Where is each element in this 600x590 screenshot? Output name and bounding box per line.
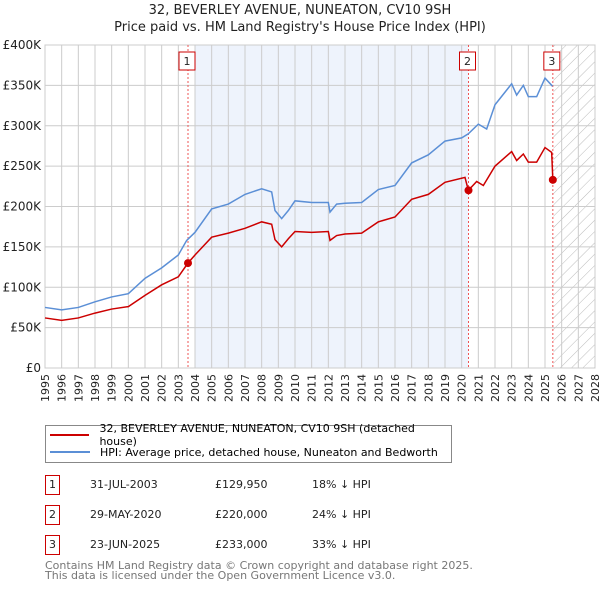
sale-point [184,259,192,268]
footer-licence: This data is licensed under the Open Gov… [45,569,396,582]
chart-subtitle: Price paid vs. HM Land Registry's House … [114,20,486,35]
sale-label-box [543,51,561,71]
x-tick-label: 2008 [256,374,269,402]
x-tick-label: 2025 [539,374,552,402]
x-tick-label: 2015 [372,374,385,402]
legend-label-property: 32, BEVERLEY AVENUE, NUNEATON, CV10 9SH … [99,422,415,448]
sale-date: 31-JUL-2003 [90,478,158,491]
y-tick-label: £50K [10,321,42,335]
x-tick-label: 2014 [356,374,369,402]
plot-border [44,44,596,369]
y-tick-label: £250K [3,159,43,173]
x-tick-label: 2006 [222,374,235,402]
x-tick-label: 2017 [406,374,419,402]
chart-title: 32, BEVERLEY AVENUE, NUNEATON, CV10 9SH [148,3,452,18]
y-tick-label: £300K [3,119,43,133]
x-tick-label: 2018 [422,374,435,402]
sale-date: 23-JUN-2025 [90,538,161,551]
x-tick-label: 2010 [289,374,302,402]
sale-number: 3 [45,535,60,555]
sale-point [464,186,473,195]
sale-row: 3 23-JUN-2025 £233,000 33% ↓ HPI [45,535,495,557]
sale-price: £220,000 [215,508,268,521]
x-tick-label: 2013 [339,374,352,402]
legend-swatch-hpi [50,451,90,453]
property-price-line [44,146,554,322]
x-tick-label: 2011 [306,374,319,402]
x-tick-label: 2022 [489,374,502,402]
x-tick-label: 2009 [272,374,285,402]
x-tick-label: 2024 [522,374,535,402]
y-tick-label: £100K [3,280,43,294]
sale-hpi-diff: 18% ↓ HPI [312,478,371,491]
x-tick-label: 1996 [56,374,69,402]
x-tick-label: 2004 [189,374,202,402]
legend: 32, BEVERLEY AVENUE, NUNEATON, CV10 9SH … [45,422,452,463]
x-tick-label: 2003 [172,374,185,402]
sale-label-box [178,51,196,71]
x-tick-label: 2002 [156,374,169,402]
x-tick-label: 2016 [389,374,402,402]
sale-price: £233,000 [215,538,268,551]
x-tick-label: 2020 [456,374,469,402]
x-tick-label: 2026 [556,374,569,402]
sale-label: 3 [548,55,555,68]
x-tick-label: 2000 [122,374,135,402]
sale-number: 1 [45,475,60,495]
x-tick-label: 2001 [139,374,152,402]
y-tick-label: £350K [3,78,43,92]
sale-row: 2 29-MAY-2020 £220,000 24% ↓ HPI [45,505,495,527]
sale-number: 2 [45,505,60,525]
footer-copyright: Contains HM Land Registry data © Crown c… [45,559,473,572]
x-tick-label: 2012 [322,374,335,402]
legend-label-hpi: HPI: Average price, detached house, Nune… [100,445,438,459]
x-tick-label: 2028 [589,374,600,402]
x-tick-label: 2027 [572,374,585,402]
x-tick-label: 2021 [472,374,485,402]
sale-point [548,175,557,184]
y-tick-label: £200K [3,200,43,214]
legend-swatch-property [50,434,90,436]
y-tick-label: £150K [3,240,43,254]
x-tick-label: 2007 [239,374,252,402]
sale-label: 2 [464,55,471,68]
x-tick-label: 2019 [439,374,452,402]
sale-label-box [459,51,476,71]
hpi-line [44,76,554,311]
plot-area: 1995 1996 1997 1998 1999 2000 2001 2002 2003 2004… [3,38,600,402]
x-tick-label: 2023 [506,374,519,402]
sale-date: 29-MAY-2020 [90,508,162,521]
sale-label: 1 [184,55,191,68]
sale-row: 1 31-JUL-2003 £129,950 18% ↓ HPI [45,475,495,497]
x-tick-label: 1995 [39,374,52,402]
x-tick-label: 1997 [72,374,85,402]
x-tick-label: 1999 [106,374,119,402]
sale-hpi-diff: 24% ↓ HPI [312,508,371,521]
x-tick-label: 2005 [206,374,219,402]
sale-price: £129,950 [215,478,268,491]
y-tick-label: £0 [26,361,41,375]
y-tick-label: £400K [3,38,43,52]
x-tick-label: 1998 [89,374,102,402]
sale-hpi-diff: 33% ↓ HPI [312,538,371,551]
